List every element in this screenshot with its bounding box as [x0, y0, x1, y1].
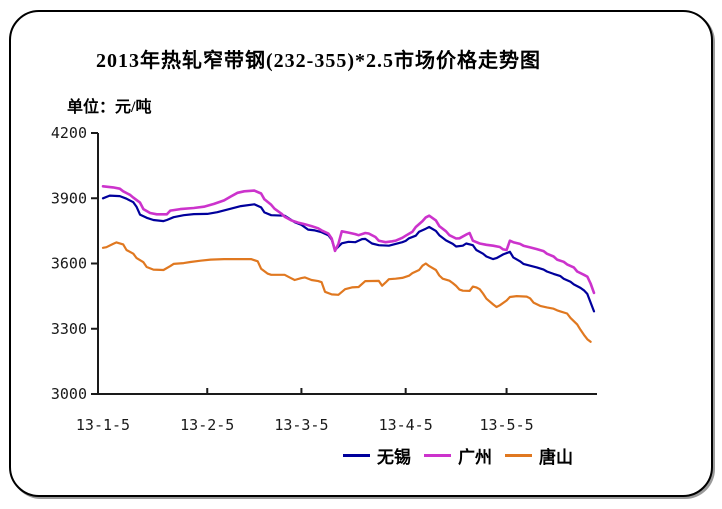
legend-item-wuxi: 无锡 [343, 443, 411, 468]
y-tick-label: 3600 [51, 255, 87, 273]
x-tick-label: 13-1-5 [76, 416, 130, 434]
wuxi-line-swatch [343, 454, 370, 457]
x-tick-label: 13-4-5 [379, 416, 433, 434]
series-line-无锡 [101, 194, 596, 313]
y-tick-label: 3900 [51, 189, 87, 207]
window-frame [9, 10, 713, 497]
tangshan-line-swatch [505, 454, 532, 457]
legend-item-guangzhou: 广州 [424, 443, 492, 468]
legend-label-wuxi: 无锡 [377, 448, 411, 467]
legend-label-guangzhou: 广州 [458, 448, 492, 467]
guangzhou-line-swatch [424, 454, 451, 457]
legend-item-tangshan: 唐山 [505, 443, 573, 468]
series-line-唐山 [101, 241, 592, 343]
unit-label: 单位：元/吨 [67, 99, 152, 116]
x-tick-label: 13-5-5 [479, 416, 533, 434]
y-tick-label: 4200 [51, 124, 87, 142]
chart-title: 2013年热轧窄带钢(232-355)*2.5市场价格走势图 [96, 50, 541, 72]
series-line-广州 [101, 185, 596, 295]
y-tick-label: 3000 [51, 385, 87, 403]
x-tick-label: 13-3-5 [274, 416, 328, 434]
x-tick-label: 13-2-5 [180, 416, 234, 434]
chart-legend: 无锡 广州 唐山 [343, 443, 586, 468]
y-tick-label: 3300 [51, 320, 87, 338]
legend-label-tangshan: 唐山 [539, 448, 573, 467]
